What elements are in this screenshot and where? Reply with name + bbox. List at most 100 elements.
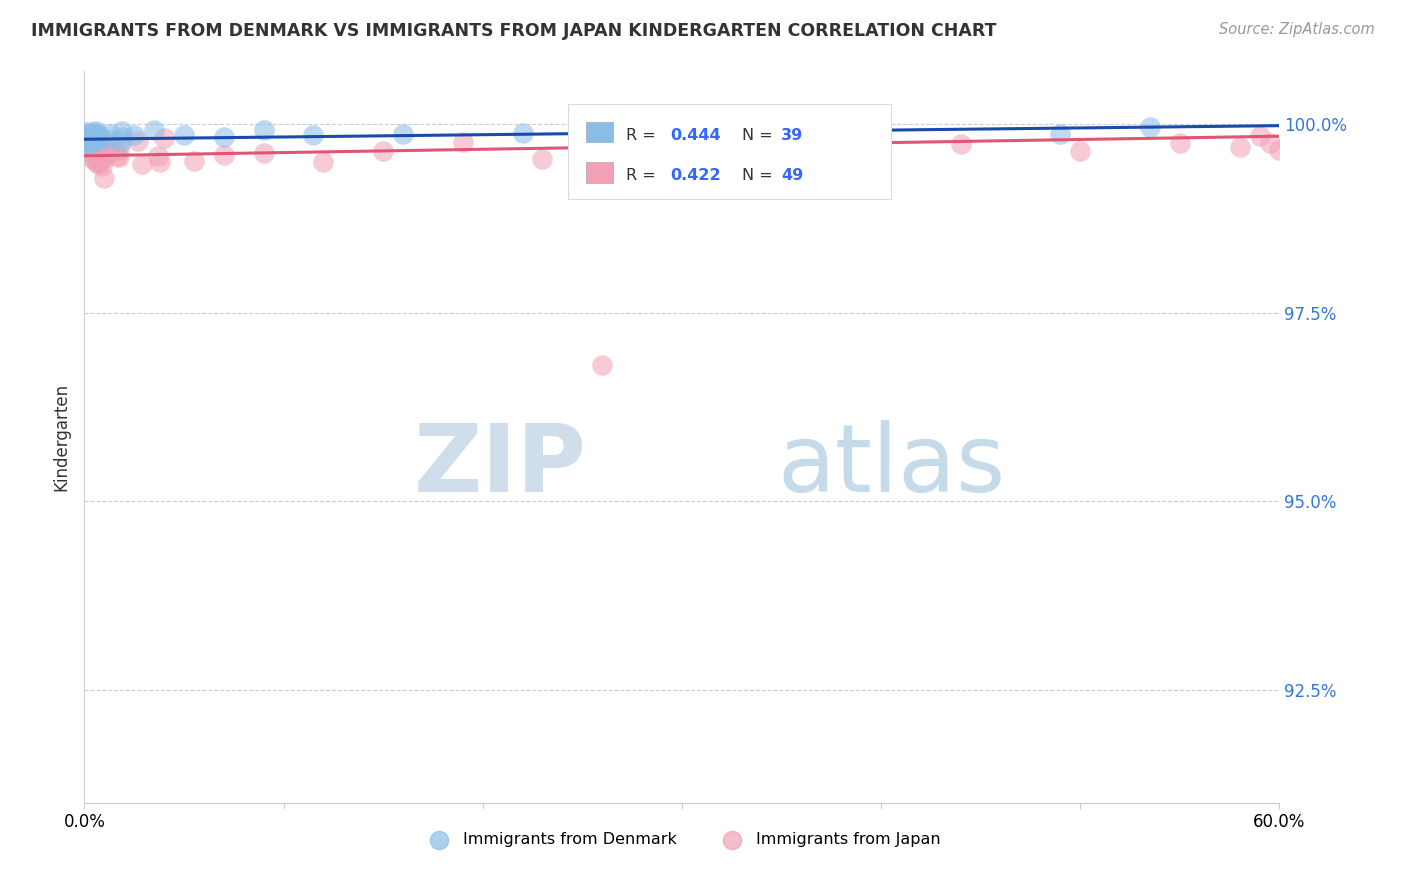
Point	[82, 131, 104, 145]
Point	[86, 129, 108, 144]
Text: Source: ZipAtlas.com: Source: ZipAtlas.com	[1219, 22, 1375, 37]
Point	[82, 131, 104, 145]
Point	[312, 155, 335, 169]
Point	[76, 136, 98, 151]
Point	[82, 126, 104, 140]
Point	[79, 136, 101, 150]
Text: IMMIGRANTS FROM DENMARK VS IMMIGRANTS FROM JAPAN KINDERGARTEN CORRELATION CHART: IMMIGRANTS FROM DENMARK VS IMMIGRANTS FR…	[31, 22, 997, 40]
Point	[830, 125, 852, 139]
Point	[107, 143, 129, 157]
Point	[173, 128, 195, 143]
Point	[1049, 127, 1071, 141]
Point	[86, 155, 108, 169]
Point	[1249, 129, 1271, 144]
Point	[83, 134, 105, 148]
Point	[110, 135, 132, 149]
Point	[98, 145, 121, 160]
Point	[451, 135, 474, 149]
Point	[93, 171, 115, 186]
Point	[89, 130, 111, 145]
Point	[148, 149, 170, 163]
Text: atlas: atlas	[778, 420, 1005, 512]
Text: R =: R =	[626, 168, 661, 183]
Point	[82, 153, 104, 167]
Point	[949, 136, 972, 151]
Point	[131, 157, 153, 171]
Text: R =: R =	[626, 128, 661, 143]
Point	[82, 136, 104, 150]
Point	[212, 148, 235, 162]
Point	[84, 132, 107, 146]
Point	[253, 145, 276, 160]
Point	[89, 141, 111, 155]
Point	[1258, 136, 1281, 150]
FancyBboxPatch shape	[568, 104, 891, 200]
Point	[830, 135, 852, 149]
Point	[76, 149, 98, 163]
Point	[612, 126, 634, 140]
Point	[76, 128, 98, 143]
Point	[82, 131, 104, 145]
Point	[1069, 144, 1091, 158]
Point	[79, 127, 101, 141]
Point	[80, 145, 103, 160]
Point	[651, 136, 673, 151]
Point	[122, 128, 145, 143]
Point	[87, 132, 110, 146]
Bar	[586, 122, 613, 143]
Point	[86, 127, 108, 141]
Text: N =: N =	[742, 168, 778, 183]
Point	[373, 144, 395, 158]
Point	[89, 154, 111, 169]
Point	[183, 154, 205, 169]
Point	[79, 143, 101, 157]
Point	[710, 151, 733, 165]
Point	[105, 149, 128, 163]
Point	[101, 136, 124, 151]
Point	[153, 131, 176, 145]
Point	[1229, 139, 1251, 153]
Point	[531, 152, 554, 166]
Point	[80, 135, 103, 149]
Y-axis label: Kindergarten: Kindergarten	[52, 383, 70, 491]
Point	[84, 145, 107, 160]
Point	[90, 145, 112, 160]
Point	[90, 159, 112, 173]
Text: 49: 49	[782, 168, 803, 183]
Text: 0.422: 0.422	[671, 168, 721, 183]
Point	[93, 152, 115, 166]
Point	[79, 134, 101, 148]
Legend: Immigrants from Denmark, Immigrants from Japan: Immigrants from Denmark, Immigrants from…	[416, 826, 948, 854]
Point	[149, 154, 172, 169]
Text: 39: 39	[782, 128, 803, 143]
Point	[108, 150, 131, 164]
Point	[87, 141, 110, 155]
Text: ZIP: ZIP	[413, 420, 586, 512]
Point	[302, 128, 325, 142]
Point	[83, 136, 105, 150]
Point	[212, 130, 235, 145]
Point	[86, 128, 108, 143]
Point	[86, 124, 108, 138]
Point	[89, 154, 111, 169]
Point	[86, 141, 108, 155]
Point	[97, 132, 120, 146]
Point	[253, 123, 276, 137]
Point	[392, 127, 415, 141]
Point	[77, 131, 100, 145]
Point	[98, 127, 121, 141]
Point	[87, 156, 110, 170]
Point	[127, 134, 149, 148]
Point	[1139, 120, 1161, 135]
Point	[512, 126, 534, 140]
Text: N =: N =	[742, 128, 778, 143]
Point	[76, 125, 98, 139]
Point	[591, 359, 613, 373]
Point	[111, 124, 134, 138]
Point	[111, 130, 134, 145]
Text: 0.444: 0.444	[671, 128, 721, 143]
Point	[143, 122, 166, 136]
Point	[1168, 136, 1191, 150]
Bar	[586, 162, 613, 183]
Point	[1268, 143, 1291, 157]
